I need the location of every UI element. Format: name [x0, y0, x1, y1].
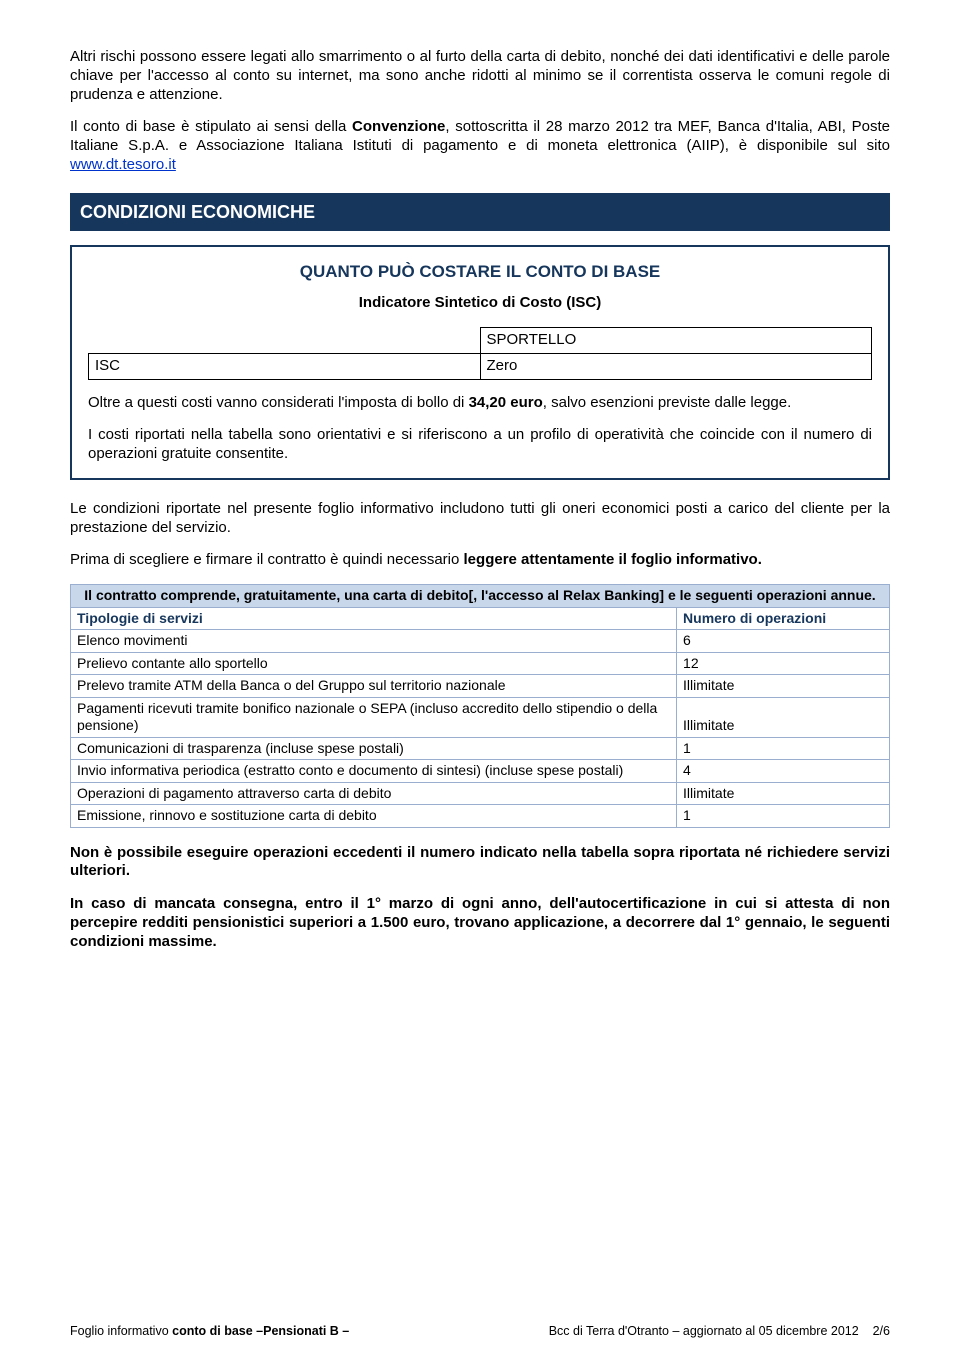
ops-svc: Prelievo contante allo sportello	[71, 652, 677, 675]
ops-svc: Elenco movimenti	[71, 630, 677, 653]
ops-header-text: Il contratto comprende, gratuitamente, u…	[71, 585, 890, 608]
ops-svc: Emissione, rinnovo e sostituzione carta …	[71, 805, 677, 828]
ops-n: Illimitate	[677, 782, 890, 805]
ops-n: Illimitate	[677, 697, 890, 737]
ops-n: 4	[677, 760, 890, 783]
box-amount: 34,20 euro	[469, 394, 543, 411]
intro-convenzione: Convenzione	[352, 118, 445, 135]
isc-empty-cell	[89, 328, 481, 354]
ops-col1-header: Tipologie di servizi	[71, 607, 677, 630]
mid-para-2: Prima di scegliere e firmare il contratt…	[70, 551, 890, 570]
ops-svc: Prelevo tramite ATM della Banca o del Gr…	[71, 675, 677, 698]
box-subtitle: Indicatore Sintetico di Costo (ISC)	[88, 294, 872, 313]
after-para-1: Non è possibile eseguire operazioni ecce…	[70, 844, 890, 882]
isc-row-value: Zero	[480, 353, 872, 379]
mid-p2-b: leggere attentamente il foglio informati…	[464, 551, 762, 568]
ops-n: 12	[677, 652, 890, 675]
after-para-2: In caso di mancata consegna, entro il 1°…	[70, 895, 890, 951]
table-row: Comunicazioni di trasparenza (incluse sp…	[71, 737, 890, 760]
page-footer: Foglio informativo conto di base –Pensio…	[70, 1324, 890, 1340]
ops-svc: Pagamenti ricevuti tramite bonifico nazi…	[71, 697, 677, 737]
ops-n: 1	[677, 805, 890, 828]
ops-colhead-row: Tipologie di servizi Numero di operazion…	[71, 607, 890, 630]
intro-paragraph-1: Altri rischi possono essere legati allo …	[70, 48, 890, 104]
section-header-condizioni: CONDIZIONI ECONOMICHE	[70, 193, 890, 232]
box-p1-a: Oltre a questi costi vanno considerati l…	[88, 394, 469, 411]
mid-para-1: Le condizioni riportate nel presente fog…	[70, 500, 890, 538]
table-row: Prelievo contante allo sportello 12	[71, 652, 890, 675]
table-row: Emissione, rinnovo e sostituzione carta …	[71, 805, 890, 828]
table-row: Elenco movimenti 6	[71, 630, 890, 653]
ops-header-row: Il contratto comprende, gratuitamente, u…	[71, 585, 890, 608]
ops-n: Illimitate	[677, 675, 890, 698]
ops-n: 1	[677, 737, 890, 760]
isc-box: QUANTO PUÒ COSTARE IL CONTO DI BASE Indi…	[70, 245, 890, 480]
ops-svc: Comunicazioni di trasparenza (incluse sp…	[71, 737, 677, 760]
table-row: Prelevo tramite ATM della Banca o del Gr…	[71, 675, 890, 698]
tesoro-link[interactable]: www.dt.tesoro.it	[70, 156, 176, 173]
footer-left-a: Foglio informativo	[70, 1324, 172, 1338]
intro-p2-a: Il conto di base è stipulato ai sensi de…	[70, 118, 352, 135]
footer-page: 2/6	[873, 1324, 890, 1338]
box-p1-c: , salvo esenzioni previste dalle legge.	[543, 394, 791, 411]
table-row: Operazioni di pagamento attraverso carta…	[71, 782, 890, 805]
box-para-1: Oltre a questi costi vanno considerati l…	[88, 394, 872, 413]
ops-col2-header: Numero di operazioni	[677, 607, 890, 630]
operations-table: Il contratto comprende, gratuitamente, u…	[70, 584, 890, 828]
box-title: QUANTO PUÒ COSTARE IL CONTO DI BASE	[88, 261, 872, 282]
footer-right: Bcc di Terra d'Otranto – aggiornato al 0…	[549, 1324, 890, 1340]
ops-svc: Operazioni di pagamento attraverso carta…	[71, 782, 677, 805]
ops-n: 6	[677, 630, 890, 653]
ops-svc: Invio informativa periodica (estratto co…	[71, 760, 677, 783]
intro-paragraph-2: Il conto di base è stipulato ai sensi de…	[70, 118, 890, 174]
isc-col-header: SPORTELLO	[480, 328, 872, 354]
table-row: Invio informativa periodica (estratto co…	[71, 760, 890, 783]
mid-p2-a: Prima di scegliere e firmare il contratt…	[70, 551, 464, 568]
isc-row-label: ISC	[89, 353, 481, 379]
box-para-2: I costi riportati nella tabella sono ori…	[88, 426, 872, 464]
table-row: Pagamenti ricevuti tramite bonifico nazi…	[71, 697, 890, 737]
footer-left: Foglio informativo conto di base –Pensio…	[70, 1324, 349, 1340]
isc-table: SPORTELLO ISC Zero	[88, 327, 872, 380]
footer-left-b: conto di base –Pensionati B –	[172, 1324, 349, 1338]
footer-right-text: Bcc di Terra d'Otranto – aggiornato al 0…	[549, 1324, 859, 1338]
